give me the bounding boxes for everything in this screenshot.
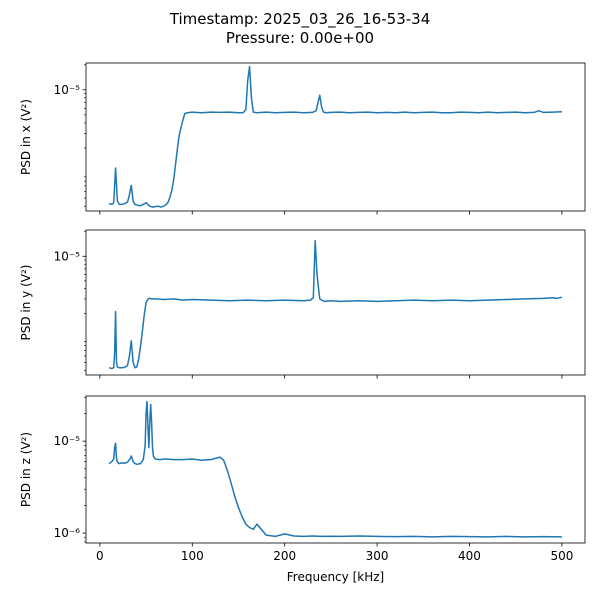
- panel-y-y-tick-label: 10⁻⁵: [54, 249, 81, 263]
- panel-psd-x: 10⁻⁵ PSD in x (V²): [19, 62, 586, 215]
- panel-psd-z: 0 100 200 300 400 500 10⁻⁶ 10⁻⁵ PSD in z (V²) Fre…: [19, 395, 586, 584]
- panel-z-ylabel: PSD in z (V²): [19, 432, 33, 507]
- panel-z-axes-frame: [85, 395, 586, 544]
- panel-z-y-tick-label: 10⁻⁵: [54, 434, 81, 448]
- figure-title-pressure: Pressure: 0.00e+00: [226, 29, 374, 47]
- panel-x-axes-frame: [85, 62, 586, 212]
- panel-z-x-tick-label: 100: [181, 549, 204, 563]
- panel-z-x-tick-label: 300: [366, 549, 389, 563]
- panel-z-x-tick-label: 0: [96, 549, 104, 563]
- panel-z-x-tick-label: 200: [273, 549, 296, 563]
- x-axis-label: Frequency [kHz]: [287, 570, 384, 584]
- psd-x-line: [108, 65, 562, 208]
- panel-y-ylabel: PSD in y (V²): [19, 265, 33, 341]
- figure-title-timestamp: Timestamp: 2025_03_26_16-53-34: [169, 10, 431, 29]
- panel-x-y-tick-label: 10⁻⁵: [54, 83, 81, 97]
- psd-z-line: [108, 400, 562, 538]
- panel-psd-y: 10⁻⁵ PSD in y (V²): [19, 229, 586, 379]
- panel-x-ylabel: PSD in x (V²): [19, 99, 33, 175]
- panel-y-axes-frame: [85, 229, 586, 376]
- panel-z-y-tick-label: 10⁻⁶: [54, 526, 81, 540]
- panel-z-x-tick-label: 400: [458, 549, 481, 563]
- panel-z-x-tick-label: 500: [550, 549, 573, 563]
- psd-y-line: [108, 240, 563, 370]
